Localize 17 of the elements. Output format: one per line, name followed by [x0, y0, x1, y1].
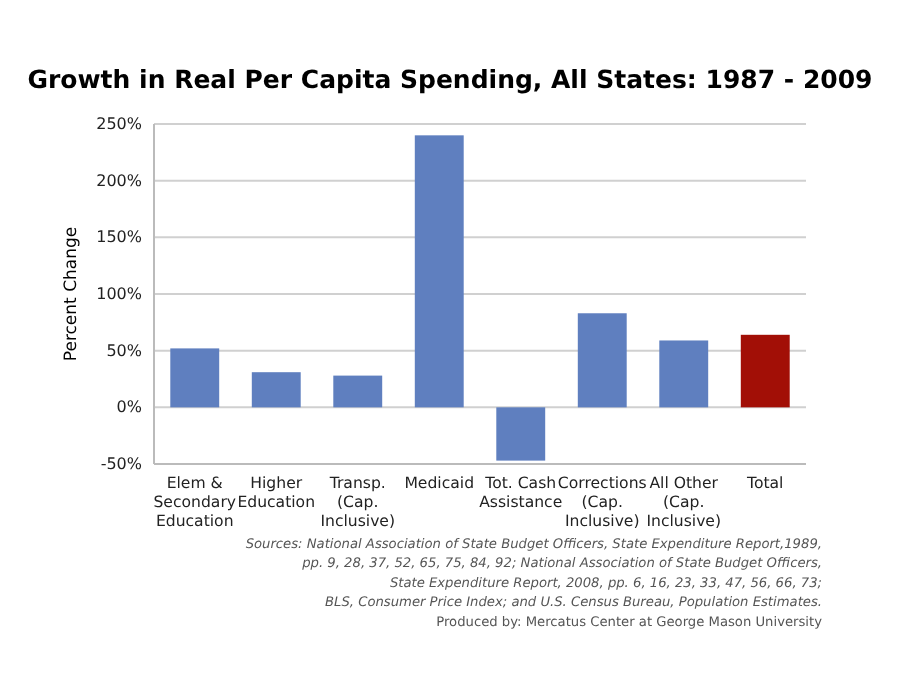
- bar: [251, 372, 301, 408]
- bar: [740, 334, 790, 408]
- bar: [414, 135, 464, 408]
- y-axis-title: Percent Change: [62, 226, 82, 362]
- bar: [170, 348, 220, 408]
- bar: [577, 313, 627, 408]
- y-tick-label: 100%: [96, 285, 143, 304]
- y-tick-label: -50%: [100, 455, 143, 474]
- bar: [333, 375, 383, 408]
- chart-title: Growth in Real Per Capita Spending, All States: 1987 - 2009: [27, 64, 873, 94]
- y-tick-label: 250%: [96, 115, 143, 134]
- y-tick-label: 150%: [96, 228, 143, 247]
- y-tick-label: 0%: [116, 398, 143, 417]
- bar: [496, 407, 546, 461]
- y-tick-label: 50%: [106, 341, 143, 360]
- bar: [659, 340, 709, 408]
- y-tick-label: 200%: [96, 171, 143, 190]
